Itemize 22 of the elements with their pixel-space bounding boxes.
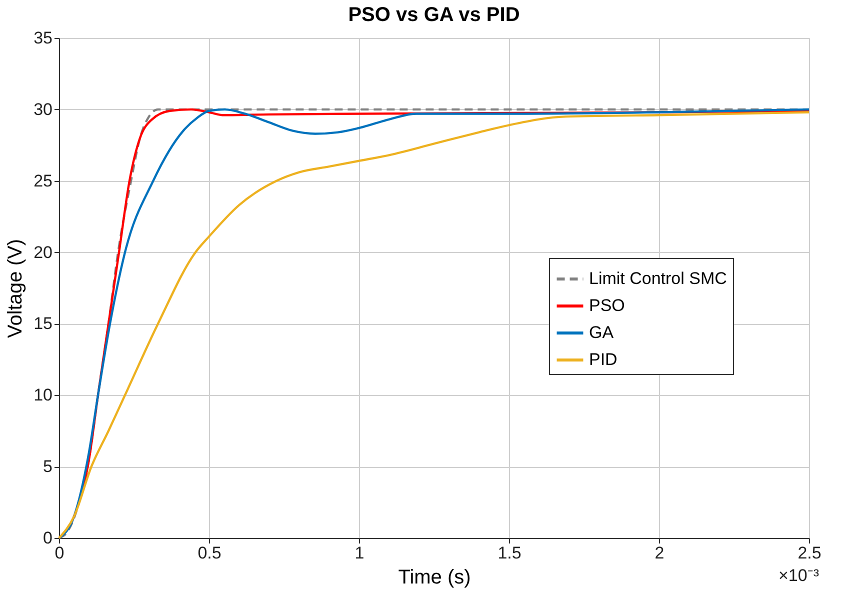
y-tick-label: 0 <box>43 528 52 548</box>
y-tick-label: 25 <box>34 171 52 190</box>
x-tick-label: 0 <box>54 544 64 562</box>
x-tick-label: 1.5 <box>498 544 522 562</box>
legend-label: PSO <box>589 296 625 315</box>
x-axis-title: Time (s) <box>398 566 471 588</box>
x-tick-label: 2 <box>654 544 664 562</box>
legend-label: GA <box>589 323 614 342</box>
y-tick-label: 35 <box>34 28 52 48</box>
y-tick-label: 5 <box>43 457 52 476</box>
chart-title: PSO vs GA vs PID <box>348 4 520 26</box>
legend-label: PID <box>589 350 618 369</box>
x-tick-label: 2.5 <box>798 544 822 562</box>
legend-label: Limit Control SMC <box>589 269 727 288</box>
y-tick-label: 30 <box>34 100 52 119</box>
y-tick-label: 15 <box>34 314 52 334</box>
x-tick-label: 0.5 <box>198 544 222 562</box>
y-tick-label: 20 <box>34 242 52 262</box>
y-axis-title: Voltage (V) <box>4 239 27 338</box>
text: ×10⁻³ <box>778 566 820 585</box>
x-tick-label: 1 <box>354 544 364 562</box>
y-tick-label: 10 <box>34 386 52 405</box>
